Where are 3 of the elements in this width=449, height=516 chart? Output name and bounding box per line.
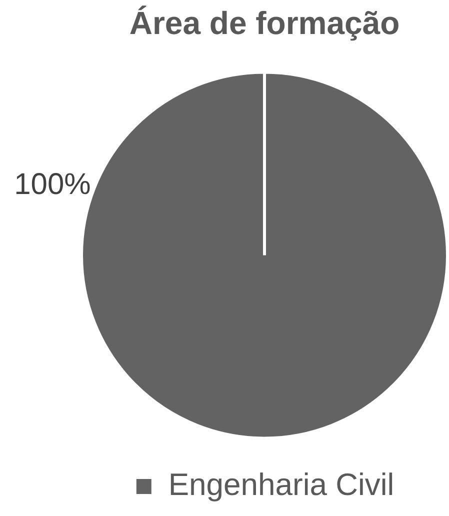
chart-title: Área de formação [129,5,400,42]
data-label: 100% [14,168,91,202]
legend-label: Engenharia Civil [168,467,394,502]
